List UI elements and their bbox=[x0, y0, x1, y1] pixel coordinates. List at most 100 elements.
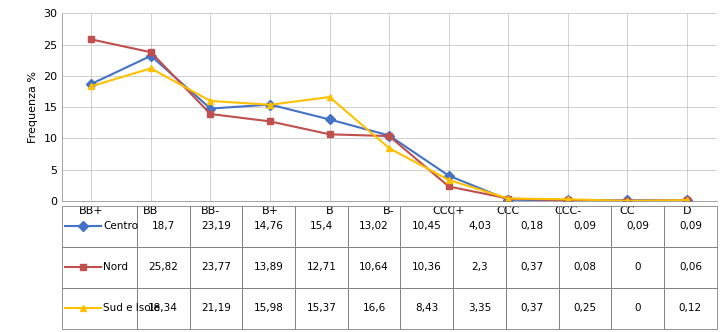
Text: 18,34: 18,34 bbox=[148, 303, 178, 313]
Nord bbox=[87, 38, 96, 42]
Bar bbox=[559, 247, 611, 288]
Bar bbox=[295, 288, 348, 329]
Text: 0,25: 0,25 bbox=[573, 303, 597, 313]
Bar bbox=[400, 247, 453, 288]
Text: 4,03: 4,03 bbox=[468, 221, 491, 231]
Text: 15,98: 15,98 bbox=[253, 303, 284, 313]
Bar bbox=[348, 206, 400, 247]
Text: Sud e Isole: Sud e Isole bbox=[103, 303, 160, 313]
Bar bbox=[664, 288, 717, 329]
Nord bbox=[266, 120, 274, 124]
Text: 0,09: 0,09 bbox=[679, 221, 702, 231]
Text: Centro: Centro bbox=[103, 221, 138, 231]
Text: 10,36: 10,36 bbox=[412, 262, 442, 272]
Bar bbox=[559, 206, 611, 247]
Text: 0,09: 0,09 bbox=[626, 221, 649, 231]
Bar bbox=[190, 206, 243, 247]
Text: 8,43: 8,43 bbox=[415, 303, 439, 313]
Bar bbox=[137, 247, 190, 288]
Nord bbox=[206, 112, 215, 116]
Text: 18,7: 18,7 bbox=[151, 221, 175, 231]
Bar bbox=[137, 206, 190, 247]
Nord bbox=[504, 197, 513, 201]
Text: 0,09: 0,09 bbox=[573, 221, 597, 231]
Text: 16,6: 16,6 bbox=[363, 303, 386, 313]
Line: Centro: Centro bbox=[88, 52, 691, 204]
Centro bbox=[325, 118, 334, 122]
Sud e Isole bbox=[385, 146, 394, 150]
Sud e Isole bbox=[623, 199, 632, 203]
Text: 23,77: 23,77 bbox=[201, 262, 231, 272]
Sud e Isole bbox=[504, 197, 513, 201]
Centro bbox=[146, 54, 155, 58]
Bar bbox=[453, 288, 506, 329]
Nord bbox=[563, 198, 572, 202]
Text: 13,89: 13,89 bbox=[253, 262, 284, 272]
Nord bbox=[325, 132, 334, 136]
Text: 15,4: 15,4 bbox=[310, 221, 333, 231]
Bar bbox=[453, 247, 506, 288]
Sud e Isole bbox=[266, 103, 274, 107]
Y-axis label: Frequenza %: Frequenza % bbox=[28, 71, 38, 143]
Sud e Isole bbox=[445, 178, 453, 182]
Sud e Isole bbox=[325, 95, 334, 99]
Text: 25,82: 25,82 bbox=[148, 262, 178, 272]
Bar bbox=[664, 206, 717, 247]
Centro bbox=[266, 103, 274, 107]
Text: 3,35: 3,35 bbox=[468, 303, 491, 313]
Sud e Isole bbox=[87, 84, 96, 88]
Nord bbox=[623, 199, 632, 203]
Bar bbox=[62, 288, 137, 329]
Bar bbox=[611, 288, 664, 329]
Bar bbox=[506, 288, 559, 329]
Text: 0: 0 bbox=[634, 262, 641, 272]
Centro bbox=[504, 198, 513, 202]
Text: 0,37: 0,37 bbox=[521, 262, 544, 272]
Nord bbox=[445, 185, 453, 189]
Text: 0,18: 0,18 bbox=[521, 221, 544, 231]
Centro bbox=[87, 82, 96, 86]
Bar bbox=[62, 206, 137, 247]
Bar bbox=[348, 288, 400, 329]
Bar bbox=[243, 247, 295, 288]
Bar bbox=[295, 247, 348, 288]
Text: 2,3: 2,3 bbox=[471, 262, 488, 272]
Line: Sud e Isole: Sud e Isole bbox=[88, 65, 691, 204]
Bar bbox=[62, 247, 137, 288]
Bar bbox=[243, 206, 295, 247]
Bar bbox=[137, 288, 190, 329]
Text: 13,02: 13,02 bbox=[359, 221, 389, 231]
Sud e Isole bbox=[146, 66, 155, 70]
Text: 10,64: 10,64 bbox=[359, 262, 389, 272]
Bar bbox=[506, 247, 559, 288]
Nord bbox=[146, 50, 155, 54]
Bar bbox=[611, 247, 664, 288]
Bar bbox=[611, 206, 664, 247]
Bar bbox=[243, 288, 295, 329]
Sud e Isole bbox=[683, 198, 691, 202]
Bar bbox=[400, 288, 453, 329]
Centro bbox=[385, 133, 394, 137]
Centro bbox=[623, 198, 632, 202]
Bar bbox=[453, 206, 506, 247]
Bar bbox=[506, 206, 559, 247]
Bar bbox=[348, 247, 400, 288]
Centro bbox=[563, 198, 572, 202]
Bar bbox=[400, 206, 453, 247]
Text: 0,37: 0,37 bbox=[521, 303, 544, 313]
Text: 14,76: 14,76 bbox=[253, 221, 284, 231]
Text: 0: 0 bbox=[634, 303, 641, 313]
Centro bbox=[683, 198, 691, 202]
Text: 0,08: 0,08 bbox=[573, 262, 597, 272]
Nord bbox=[683, 199, 691, 203]
Text: 15,37: 15,37 bbox=[306, 303, 337, 313]
Text: 0,06: 0,06 bbox=[679, 262, 702, 272]
Centro bbox=[445, 174, 453, 178]
Text: 21,19: 21,19 bbox=[201, 303, 231, 313]
Bar bbox=[190, 288, 243, 329]
Bar bbox=[559, 288, 611, 329]
Nord bbox=[385, 134, 394, 138]
Text: 0,12: 0,12 bbox=[679, 303, 702, 313]
Text: Nord: Nord bbox=[103, 262, 128, 272]
Sud e Isole bbox=[563, 197, 572, 201]
